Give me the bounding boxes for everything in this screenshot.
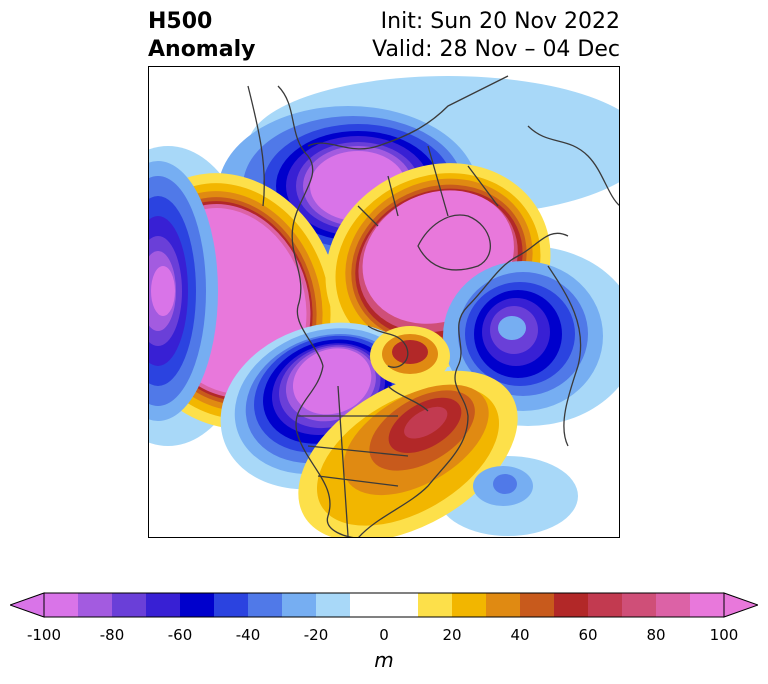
colorbar-tick-label: 80 — [646, 626, 666, 644]
colorbar-bin — [622, 593, 656, 617]
colorbar-bin — [146, 593, 180, 617]
colorbar — [10, 592, 758, 618]
title-right: Init: Sun 20 Nov 2022 Valid: 28 Nov – 04… — [372, 8, 620, 64]
colorbar-tick-label: -60 — [167, 626, 193, 644]
central-pacific-low — [148, 161, 218, 421]
colorbar-bin — [486, 593, 520, 617]
colorbar-bin — [78, 593, 112, 617]
colorbar-bin — [350, 593, 418, 617]
unit-label: m — [374, 648, 394, 672]
colorbar-bin — [520, 593, 554, 617]
colorbar-tick-label: 100 — [709, 626, 739, 644]
colorbar-bin — [282, 593, 316, 617]
field-title: H500 — [148, 9, 213, 34]
title-left: H500 Anomaly — [148, 8, 255, 64]
colorbar-bin — [316, 593, 350, 617]
colorbar-bin — [554, 593, 588, 617]
colorbar-tick-label: -80 — [99, 626, 125, 644]
colorbar-tick-label: -100 — [26, 626, 62, 644]
colorbar-bin — [418, 593, 452, 617]
colorbar-bin — [214, 593, 248, 617]
colorbar-bin — [112, 593, 146, 617]
valid-range: Valid: 28 Nov – 04 Dec — [372, 37, 620, 62]
colorbar-bin — [690, 593, 724, 617]
anomaly-map — [148, 66, 620, 538]
northwest-pacific-low — [443, 261, 603, 411]
colorbar-bin — [452, 593, 486, 617]
colorbar-bin — [248, 593, 282, 617]
central-arctic-ridge — [370, 326, 450, 386]
map-border — [148, 66, 620, 538]
colorbar-tick-label: -40 — [235, 626, 261, 644]
colorbar-outline — [43, 592, 725, 618]
colorbar-tick-label: 60 — [578, 626, 598, 644]
colorbar-bin — [656, 593, 690, 617]
colorbar-bin — [588, 593, 622, 617]
colorbar-high-extension — [723, 592, 758, 618]
southern-negative-patch — [473, 466, 533, 506]
colorbar-low-extension — [10, 592, 45, 618]
coastlines — [247, 75, 620, 538]
colorbar-bin — [180, 593, 214, 617]
colorbar-tick-label: -20 — [303, 626, 329, 644]
colorbar-tick-label: 0 — [379, 626, 389, 644]
init-date: Init: Sun 20 Nov 2022 — [380, 9, 620, 34]
colorbar-bin — [44, 593, 78, 617]
colorbar-tick-label: 20 — [442, 626, 462, 644]
field-subtitle: Anomaly — [148, 37, 256, 62]
colorbar-tick-label: 40 — [510, 626, 530, 644]
